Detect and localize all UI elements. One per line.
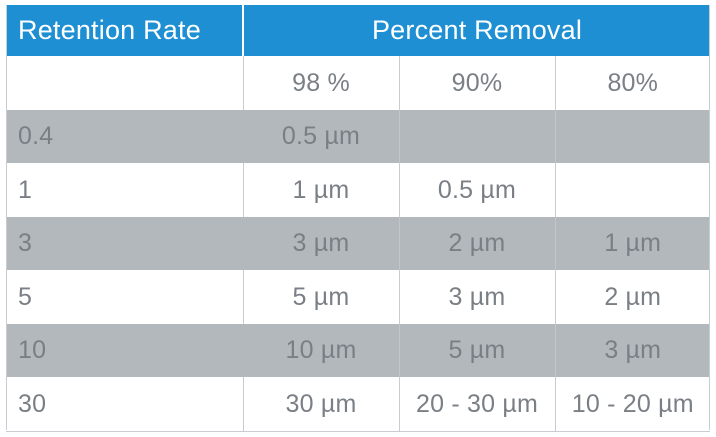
p90-cell: 2 µm (399, 216, 556, 271)
table-row: 30 30 µm 20 - 30 µm 10 - 20 µm (6, 377, 711, 433)
p90-cell: 0.5 µm (399, 163, 556, 217)
rate-cell: 0.4 (6, 109, 244, 164)
p90-cell: 3 µm (399, 270, 556, 324)
subheader-80: 80% (607, 68, 659, 97)
p90-cell (399, 109, 556, 164)
p98-cell: 1 µm (243, 163, 400, 217)
subheader-row: 98 % 90% 80% (6, 56, 710, 110)
p98-cell: 30 µm (243, 377, 400, 433)
p80-cell: 2 µm (604, 282, 662, 311)
table-header-row: Retention Rate Percent Removal (6, 5, 711, 57)
table-row: 1 1 µm 0.5 µm (6, 163, 710, 217)
p80-cell: 10 - 20 µm (555, 377, 711, 433)
p98-cell: 0.5 µm (243, 109, 400, 164)
rate-cell: 5 (6, 270, 244, 324)
table-row: 5 5 µm 3 µm 2 µm (6, 270, 710, 324)
rate-cell: 3 (6, 216, 244, 271)
p98-cell: 5 µm (243, 270, 400, 324)
retention-table: Retention Rate Percent Removal 98 % 90% … (6, 5, 711, 433)
p90-cell: 20 - 30 µm (399, 377, 556, 433)
subheader-98: 98 % (243, 56, 400, 110)
p98-cell: 3 µm (243, 216, 400, 271)
table-row: 3 3 µm 2 µm 1 µm (6, 216, 711, 271)
rate-cell: 30 (6, 377, 244, 433)
subheader-90: 90% (399, 56, 556, 110)
p80-cell (555, 109, 711, 164)
p80-cell (555, 163, 710, 217)
header-percent-removal: Percent Removal (243, 5, 711, 57)
rate-cell: 1 (6, 163, 244, 217)
p80-cell: 1 µm (555, 216, 711, 271)
p80-cell: 3 µm (555, 323, 711, 378)
p98-cell: 10 µm (243, 323, 400, 378)
subheader-empty-cell (6, 56, 244, 110)
table-row: 10 10 µm 5 µm 3 µm (6, 323, 711, 378)
rate-cell: 10 (6, 323, 244, 378)
header-retention-rate: Retention Rate (6, 5, 244, 57)
table-row: 0.4 0.5 µm (6, 109, 711, 164)
p90-cell: 5 µm (399, 323, 556, 378)
